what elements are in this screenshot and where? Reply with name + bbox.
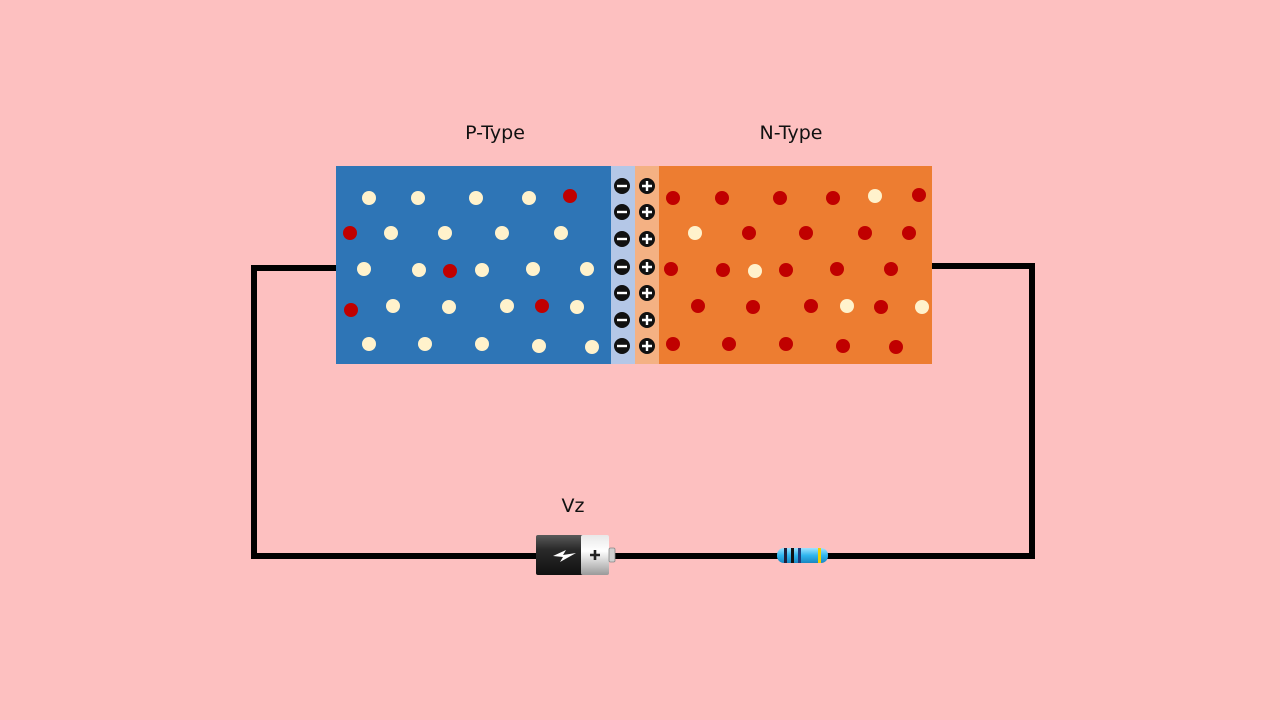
electron-carrier: [666, 191, 680, 205]
hole-carrier: [748, 264, 762, 278]
plus-circle-icon: [639, 312, 655, 328]
hole-carrier: [475, 263, 489, 277]
minus-circle-icon: [614, 231, 630, 247]
electron-carrier: [746, 300, 760, 314]
plus-circle-icon: [639, 178, 655, 194]
plus-terminal-icon: [590, 550, 600, 560]
hole-carrier: [412, 263, 426, 277]
battery-icon: [536, 535, 616, 575]
electron-carrier: [742, 226, 756, 240]
hole-carrier: [411, 191, 425, 205]
plus-circle-icon: [639, 231, 655, 247]
n-region-carriers: [664, 188, 929, 354]
electron-carrier: [716, 263, 730, 277]
electron-carrier: [912, 188, 926, 202]
electron-carrier: [715, 191, 729, 205]
hole-carrier: [438, 226, 452, 240]
hole-carrier: [495, 226, 509, 240]
electron-carrier: [884, 262, 898, 276]
electron-carrier: [773, 191, 787, 205]
electron-carrier: [889, 340, 903, 354]
lightning-icon: [553, 550, 576, 562]
hole-carrier: [362, 337, 376, 351]
plus-circle-icon: [639, 338, 655, 354]
plus-circle-icon: [639, 259, 655, 275]
electron-carrier: [344, 303, 358, 317]
electron-carrier: [902, 226, 916, 240]
hole-carrier: [469, 191, 483, 205]
hole-carrier: [532, 339, 546, 353]
hole-carrier: [386, 299, 400, 313]
minus-circle-icon: [614, 285, 630, 301]
hole-carrier: [384, 226, 398, 240]
electron-carrier: [826, 191, 840, 205]
plus-circle-icon: [639, 285, 655, 301]
hole-carrier: [688, 226, 702, 240]
depletion-ions: [614, 178, 655, 354]
hole-carrier: [868, 189, 882, 203]
electron-carrier: [691, 299, 705, 313]
circuit-wires: [251, 263, 1035, 559]
wire-left: [251, 265, 538, 559]
hole-carrier: [475, 337, 489, 351]
electron-carrier: [443, 264, 457, 278]
plus-circle-icon: [639, 204, 655, 220]
electron-carrier: [874, 300, 888, 314]
electron-carrier: [799, 226, 813, 240]
hole-carrier: [500, 299, 514, 313]
resistor-icon: [777, 548, 828, 563]
hole-carrier: [418, 337, 432, 351]
electron-carrier: [535, 299, 549, 313]
hole-carrier: [580, 262, 594, 276]
electron-carrier: [779, 337, 793, 351]
hole-carrier: [915, 300, 929, 314]
p-region-carriers: [343, 189, 599, 354]
electron-carrier: [779, 263, 793, 277]
electron-carrier: [804, 299, 818, 313]
source-voltage-label: Vz: [561, 495, 585, 517]
hole-carrier: [357, 262, 371, 276]
hole-carrier: [840, 299, 854, 313]
hole-carrier: [522, 191, 536, 205]
hole-carrier: [442, 300, 456, 314]
electron-carrier: [858, 226, 872, 240]
minus-circle-icon: [614, 204, 630, 220]
hole-carrier: [585, 340, 599, 354]
p-type-label: P-Type: [465, 122, 525, 144]
hole-carrier: [362, 191, 376, 205]
minus-circle-icon: [614, 338, 630, 354]
n-type-label: N-Type: [759, 122, 823, 144]
electron-carrier: [722, 337, 736, 351]
electron-carrier: [830, 262, 844, 276]
hole-carrier: [570, 300, 584, 314]
electron-carrier: [666, 337, 680, 351]
hole-carrier: [526, 262, 540, 276]
electron-carrier: [563, 189, 577, 203]
minus-circle-icon: [614, 312, 630, 328]
minus-circle-icon: [614, 178, 630, 194]
hole-carrier: [554, 226, 568, 240]
electron-carrier: [836, 339, 850, 353]
electron-carrier: [343, 226, 357, 240]
wire-right: [826, 263, 1035, 559]
minus-circle-icon: [614, 259, 630, 275]
electron-carrier: [664, 262, 678, 276]
